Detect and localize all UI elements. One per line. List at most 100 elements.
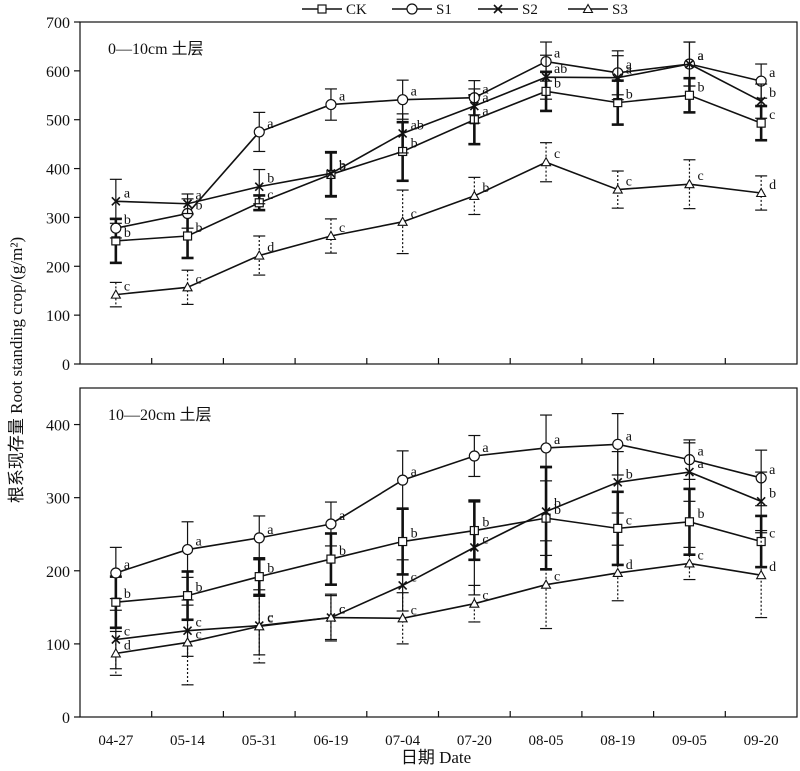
x-tick-label: 05-31 [242,733,277,749]
y-tick-label-0-10cm: 500 [46,113,70,130]
significance-label: c [124,280,130,295]
significance-label: b [411,136,418,151]
data-point-ck [111,597,121,607]
significance-label: a [482,105,489,120]
data-point-s3 [110,647,122,658]
x-tick-label: 08-05 [529,733,564,749]
significance-label: a [482,83,489,98]
significance-label: a [697,49,704,64]
significance-label: a [626,429,633,444]
y-tick-label-0-10cm: 200 [46,259,70,276]
panel-label-10-20cm: 10—20cm 土层 [108,406,212,424]
significance-label: a [196,535,203,550]
significance-label: a [626,58,633,73]
legend-label-s1: S1 [436,2,452,18]
data-point-s1 [397,474,409,486]
significance-label: c [339,603,345,618]
error-bar [396,189,409,255]
data-point-ck [684,90,695,100]
data-point-s3 [325,611,337,622]
data-point-s3 [397,612,409,623]
significance-label: b [626,467,633,482]
data-point-s3 [253,249,265,260]
data-point-s3 [468,598,480,608]
x-tick-label: 09-20 [744,733,779,749]
significance-label: a [626,63,633,78]
error-bar [253,235,266,276]
significance-label: a [267,117,274,132]
significance-label: a [697,445,704,460]
significance-label: c [124,625,130,640]
significance-label: b [267,562,274,577]
significance-label: b [697,80,704,95]
shared-axis-labels: 根系现存量 Root standing crop/(g/m²) 日期 Date [7,237,471,767]
y-tick-label-10-20cm: 300 [46,491,70,508]
significance-label: a [411,465,418,480]
legend-marker-s1 [406,3,418,15]
y-tick-label-0-10cm: 700 [46,15,70,32]
significance-label: b [339,158,346,173]
significance-label: c [267,611,273,626]
data-point-ck [756,118,766,128]
panel-label-0-10cm: 0—10cm 土层 [108,40,204,58]
significance-label: c [769,108,775,123]
significance-label: b [554,497,561,512]
significance-label: b [554,503,561,518]
series-line-s2 [115,63,762,205]
significance-label: b [124,226,131,241]
data-point-s2 [111,196,121,206]
data-point-s3 [253,620,265,631]
significance-label: ab [411,118,424,133]
significance-label: b [267,172,274,187]
significance-label: b [124,587,131,602]
significance-label: c [411,207,417,222]
significance-label: a [482,441,489,456]
significance-label: b [769,86,776,101]
significance-label: c [697,169,703,184]
x-axis-label: 日期 Date [401,748,471,767]
error-bar [468,176,481,216]
data-point-s1 [540,442,552,454]
data-point-s1 [110,567,122,579]
significance-label: c [339,603,345,618]
significance-label: a [697,457,704,472]
significance-label: c [482,589,488,604]
y-tick-label-0-10cm: 400 [46,162,70,179]
legend-marker-s3 [582,3,594,14]
series-line-s1 [115,60,762,229]
data-point-s2 [756,496,766,506]
data-point-ck [398,536,408,547]
data-point-s2 [326,168,336,179]
significance-label: a [769,463,776,478]
significance-label: b [769,486,776,501]
significance-label: a [554,47,561,62]
significance-label: a [339,90,346,105]
significance-label: c [697,548,703,563]
y-tick-label-0-10cm: 100 [46,308,70,325]
error-bar [468,584,481,623]
significance-label: a [339,509,346,524]
x-tick-label: 07-20 [457,733,492,749]
data-point-s2 [684,467,695,477]
x-tick-label: 07-04 [385,733,420,749]
data-point-ck [182,231,193,241]
y-axis-label: 根系现存量 Root standing crop/(g/m²) [7,237,26,503]
significance-label: d [626,558,633,573]
data-point-s2 [541,506,551,517]
significance-label: ab [554,62,567,77]
legend: CK S1 S2 S3 [302,2,628,18]
series-line-ck [115,517,762,604]
significance-label: b [196,199,203,214]
error-bar [611,544,624,602]
legend-item-s1: S1 [392,2,452,18]
significance-label: c [769,527,775,542]
data-point-s2 [684,59,695,69]
